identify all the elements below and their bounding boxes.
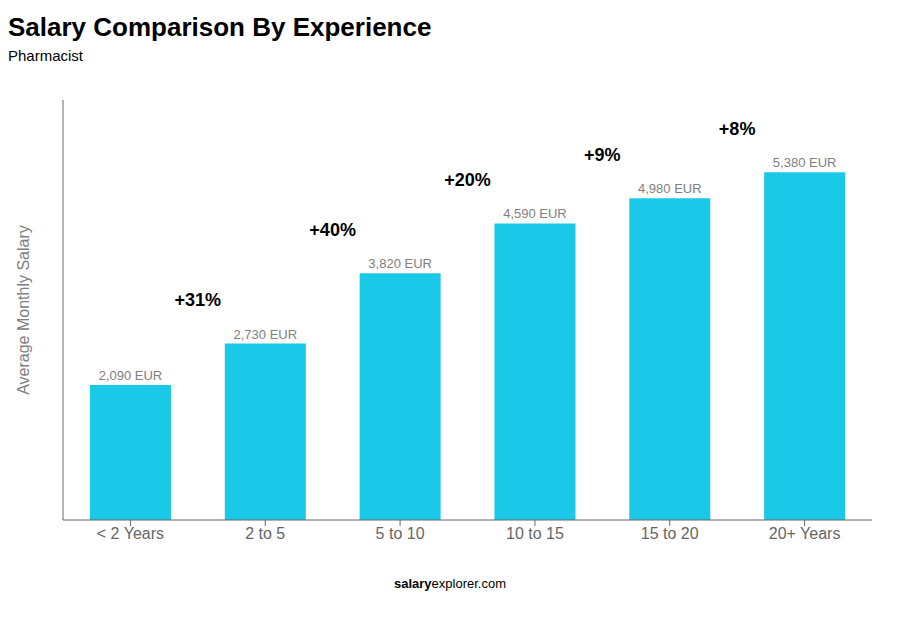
svg-text:15 to 20: 15 to 20 <box>641 525 699 542</box>
svg-text:+9%: +9% <box>584 145 621 165</box>
svg-text:2,730 EUR: 2,730 EUR <box>234 327 298 342</box>
svg-text:4,980 EUR: 4,980 EUR <box>638 181 702 196</box>
svg-text:10 to 15: 10 to 15 <box>506 525 564 542</box>
svg-text:20+ Years: 20+ Years <box>769 525 841 542</box>
svg-text:+8%: +8% <box>719 119 756 139</box>
svg-text:Average Monthly Salary: Average Monthly Salary <box>15 225 32 395</box>
html-text:Pharmacist: Pharmacist <box>8 47 83 64</box>
svg-text:2 to 5: 2 to 5 <box>245 525 285 542</box>
html-text:Salary Comparison By Experienc: Salary Comparison By Experience <box>8 12 432 42</box>
svg-text:+40%: +40% <box>309 220 356 240</box>
svg-text:< 2 Years: < 2 Years <box>97 525 164 542</box>
svg-text:5,380 EUR: 5,380 EUR <box>773 155 837 170</box>
html-text:salary explorer.com: salary explorer.com <box>394 576 506 591</box>
svg-text:+31%: +31% <box>175 290 222 310</box>
svg-text:4,590 EUR: 4,590 EUR <box>503 206 567 221</box>
svg-text:5 to 10: 5 to 10 <box>376 525 425 542</box>
svg-text:3,820 EUR: 3,820 EUR <box>368 256 432 271</box>
svg-text:2,090 EUR: 2,090 EUR <box>99 368 163 383</box>
svg-text:+20%: +20% <box>444 170 491 190</box>
